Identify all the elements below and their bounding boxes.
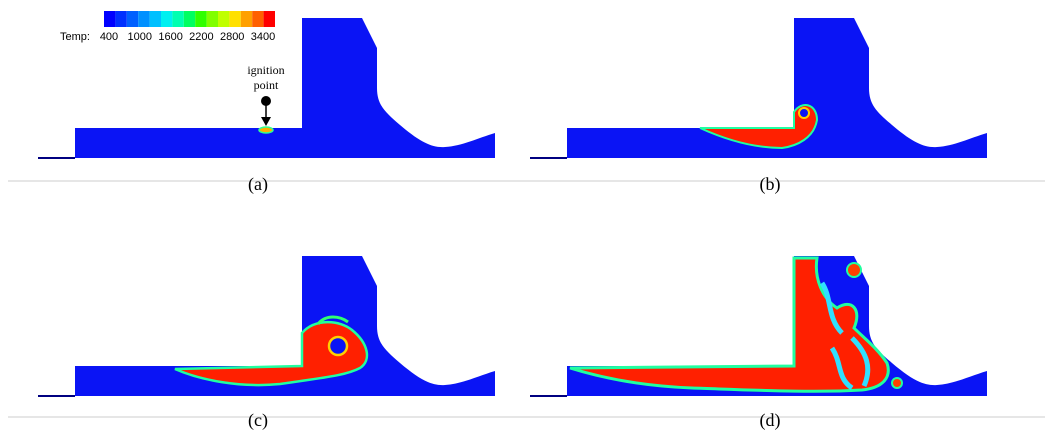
colorbar [104,11,275,27]
panel-label: (d) [760,410,781,431]
colorbar-tick-label: 400 [100,31,118,43]
annotation: point [254,78,279,92]
colorbar-tick-label: 2200 [189,31,213,43]
colorbar-tick-label: 1000 [128,31,152,43]
annotation: ignition [247,63,284,77]
panel-d [530,256,987,396]
figure: Temp: 400 1000 1600 2200 2800 3400 ignition p… [0,0,1051,434]
panel-b [530,18,987,158]
colorbar-tick-label: 1600 [158,31,182,43]
colorbar-tick-label: 2800 [220,31,244,43]
colorbar-tick-label: 3400 [251,31,275,43]
colorbar-label: Temp: [60,31,90,43]
panel-label: (c) [248,410,268,431]
panel-c [38,256,495,396]
panel-label: (b) [760,174,781,195]
panel-label: (a) [248,174,268,195]
